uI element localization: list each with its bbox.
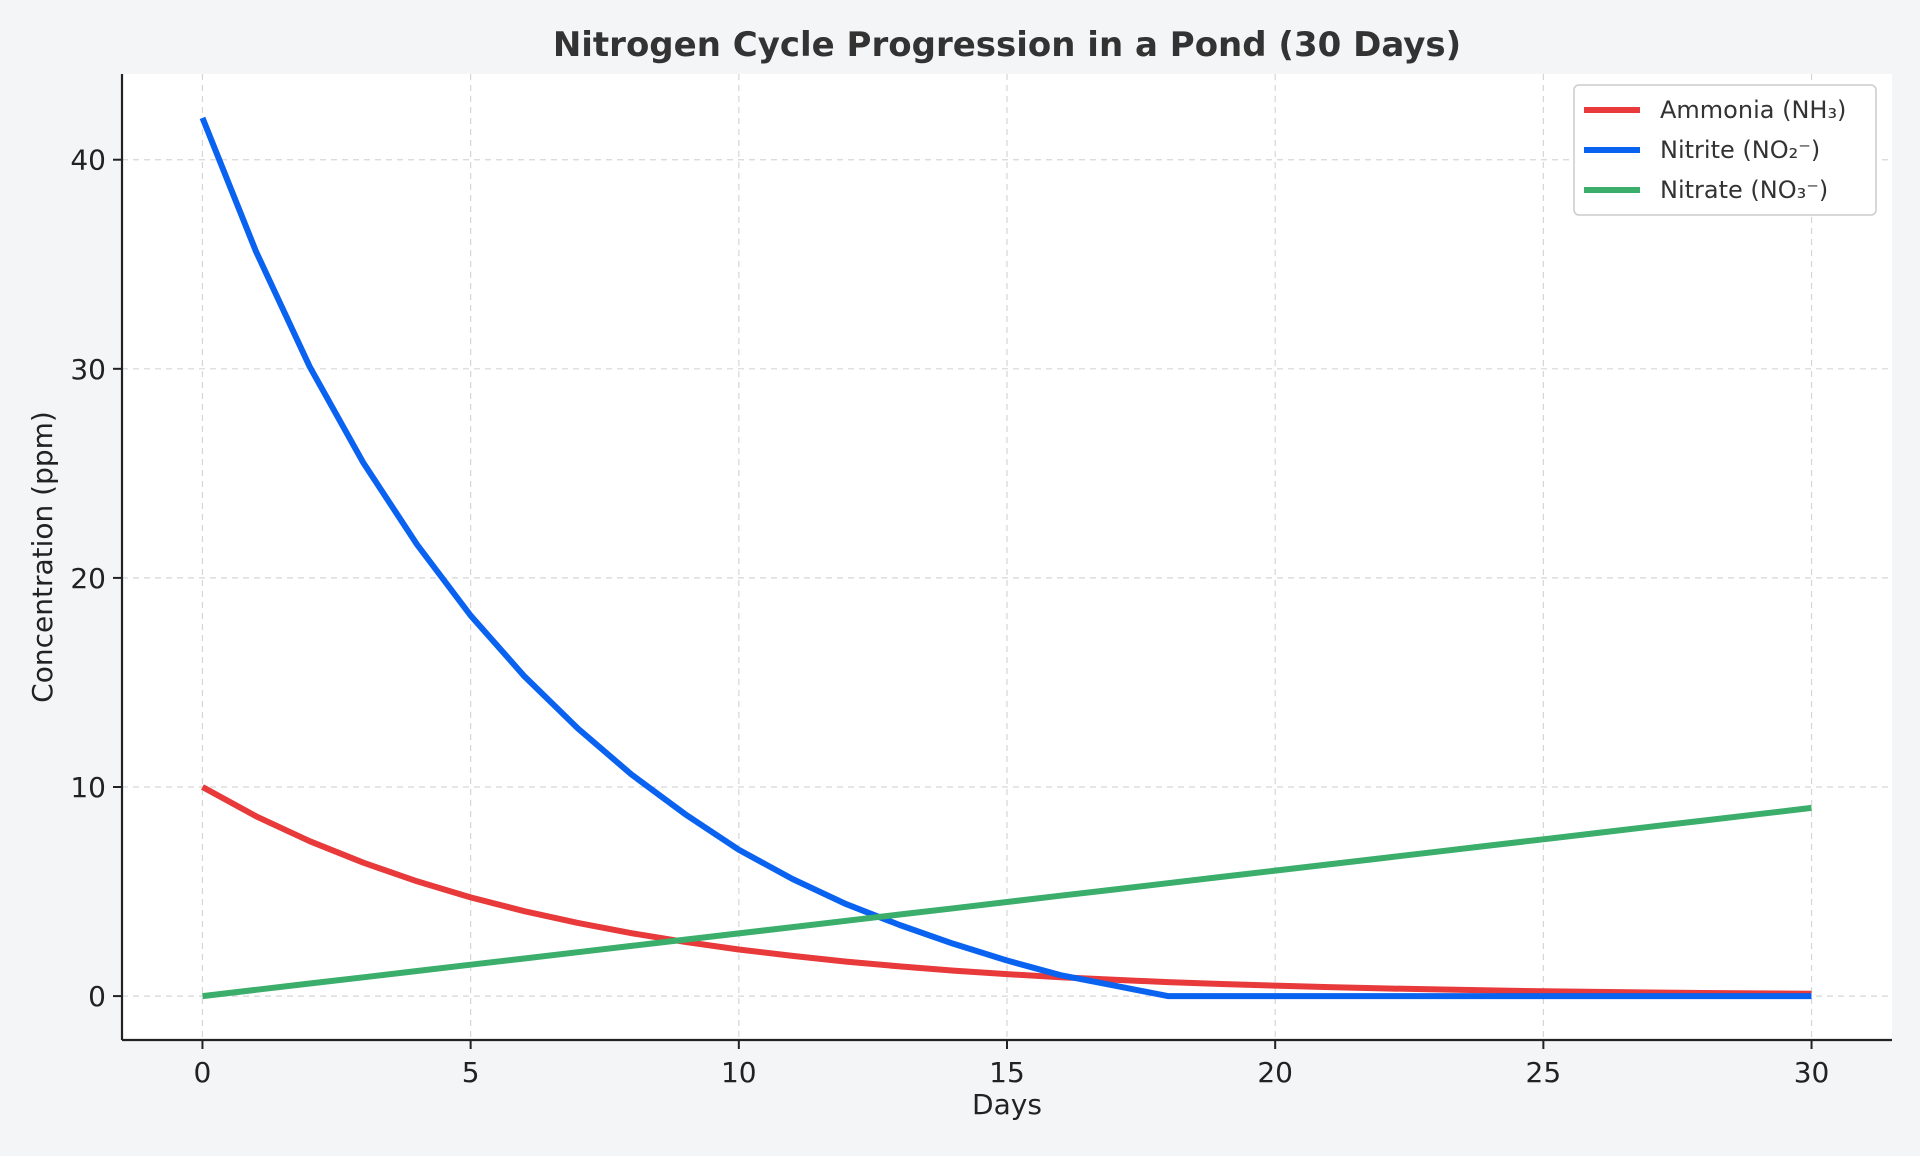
series-line [199,116,1812,1000]
legend-box [1573,84,1877,216]
legend-label: Ammonia (NH₃) [1660,96,1846,124]
series-line [201,784,1812,997]
x-tick-label: 10 [721,1056,757,1089]
y-tick-label: 20 [70,562,106,595]
series-lines [199,116,1812,1000]
y-tick-label: 40 [70,144,106,177]
x-tick-label: 0 [194,1056,212,1089]
chart-title: Nitrogen Cycle Progression in a Pond (30… [553,25,1461,65]
series-line [202,804,1812,1000]
legend: Ammonia (NH₃) Nitrite (NO₂⁻) Nitrate (NO₃⁻… [1573,84,1877,216]
x-tick-label: 15 [989,1056,1025,1089]
x-tick-label: 25 [1526,1056,1562,1089]
legend-label: Nitrate (NO₃⁻) [1660,176,1828,204]
x-tick-label: 5 [462,1056,480,1089]
y-tick-label: 10 [70,771,106,804]
x-axis-label: Days [972,1088,1042,1121]
y-tick-label: 0 [88,980,106,1013]
y-axis-label: Concentration (ppm) [26,411,59,703]
x-tick-label: 30 [1794,1056,1830,1089]
x-tick-label: 20 [1257,1056,1293,1089]
y-ticks: 0 10 20 30 40 [70,144,122,1013]
y-tick-label: 30 [70,353,106,386]
legend-label: Nitrite (NO₂⁻) [1660,136,1820,164]
x-ticks: 0 5 10 15 20 25 30 [194,1040,1830,1089]
